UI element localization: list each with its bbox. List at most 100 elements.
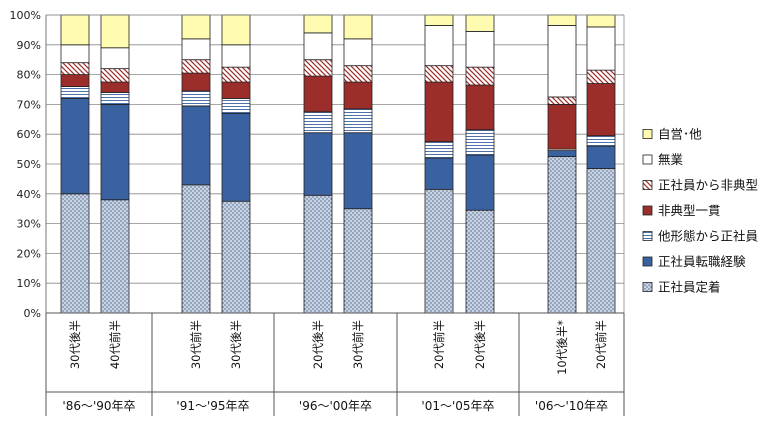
bar-segment [424,188,454,314]
x-category-label: 20代前半 [594,320,608,369]
bar-segment [343,14,373,40]
bar-segment [60,14,90,46]
bar-segment [100,81,130,93]
x-category-label: 30代後半 [68,320,82,369]
bar-segment [424,157,454,190]
bar-segment [343,38,373,67]
x-group-label: '91〜'95年卒 [176,399,249,413]
x-group-label: '01〜'05年卒 [421,399,494,413]
x-group-label: '96〜'00年卒 [299,399,372,413]
bars [60,14,616,314]
bar-segment [60,44,90,64]
legend-label: 正社員から非典型 [658,178,758,193]
bar-segment [586,135,616,147]
bar-segment [221,98,251,114]
y-tick-label: 100% [10,9,41,22]
legend-label: 正社員転職経験 [658,254,746,269]
bar-segment [343,108,373,134]
bar-segment [465,129,495,156]
y-tick-label: 70% [17,98,41,111]
bar-segment [424,65,454,83]
bar-segment [547,96,577,105]
bar-segment [547,104,577,150]
gridlines [46,14,624,284]
y-tick-label: 60% [17,128,41,141]
x-category-label: 10代後半* [555,320,569,375]
legend-label: 非典型一貫 [658,203,721,218]
y-tick-label: 90% [17,39,41,52]
bar-segment [303,59,333,77]
bar-segment [586,145,616,169]
bar-segment [221,66,251,83]
x-group-label: '86〜'90年卒 [62,399,135,413]
legend-swatch [642,256,653,267]
x-category-label: 30代前半 [351,320,365,369]
y-tick-label: 50% [17,158,41,171]
bar-segment [100,199,130,314]
bar-segment [221,14,251,46]
bar-segment [547,14,577,26]
bar-segment [343,65,373,83]
bar-segment [100,68,130,83]
bar-segment [303,132,333,196]
bar-segment [181,184,211,314]
bar-segment [181,90,211,107]
bar-segment [465,84,495,131]
legend-swatch [642,282,653,292]
legend-label: 正社員定着 [658,280,721,295]
bar-segment [586,83,616,137]
bar-segment [181,72,211,92]
legend-swatch [642,205,653,216]
bar-segment [547,156,577,314]
y-tick-label: 30% [17,218,41,231]
bar-segment [343,132,373,210]
bar-segment [424,14,454,26]
x-category-label: 40代前半 [108,320,122,369]
bar-segment [465,14,495,32]
bar-segment [181,38,211,61]
bar-segment [465,30,495,68]
bar-segment [100,47,130,70]
legend-label: 自営･他 [658,127,702,142]
bar-segment [465,66,495,86]
x-category-label: 20代後半 [473,320,487,369]
x-group-label: '06〜'10年卒 [535,399,608,413]
bar-segment [547,25,577,98]
y-tick-label: 40% [17,188,41,201]
bar-segment [303,75,333,113]
bar-segment [60,86,90,99]
bar-segment [465,154,495,211]
bar-segment [586,168,616,314]
y-tick-label: 20% [17,247,41,260]
bar-segment [221,112,251,202]
y-tick-label: 80% [17,69,41,82]
bar-segment [60,74,90,87]
bar-segment [343,208,373,314]
bar-segment [586,69,616,84]
bar-segment [424,81,454,143]
y-tick-label: 0% [24,307,41,320]
bar-segment [100,92,130,105]
bar-segment [303,32,333,61]
x-category-label: 20代後半 [311,320,325,369]
bar-segment [221,44,251,68]
bar-segment [303,194,333,314]
bar-segment [465,209,495,314]
bar-segment [60,62,90,76]
legend-swatch [642,154,653,165]
bar-segment [424,25,454,67]
bar-segment [181,14,211,40]
bar-segment [343,81,373,110]
legend-swatch [642,129,653,139]
bar-segment [60,193,90,314]
bar-segment [221,200,251,314]
bar-segment [303,14,333,34]
bar-segment [181,59,211,74]
legend-swatch [642,180,653,190]
x-category-label: 20代前半 [432,320,446,369]
bar-segment [586,14,616,28]
bar-segment [100,104,130,201]
bar-segment [586,26,616,71]
legend-swatch [642,231,653,241]
